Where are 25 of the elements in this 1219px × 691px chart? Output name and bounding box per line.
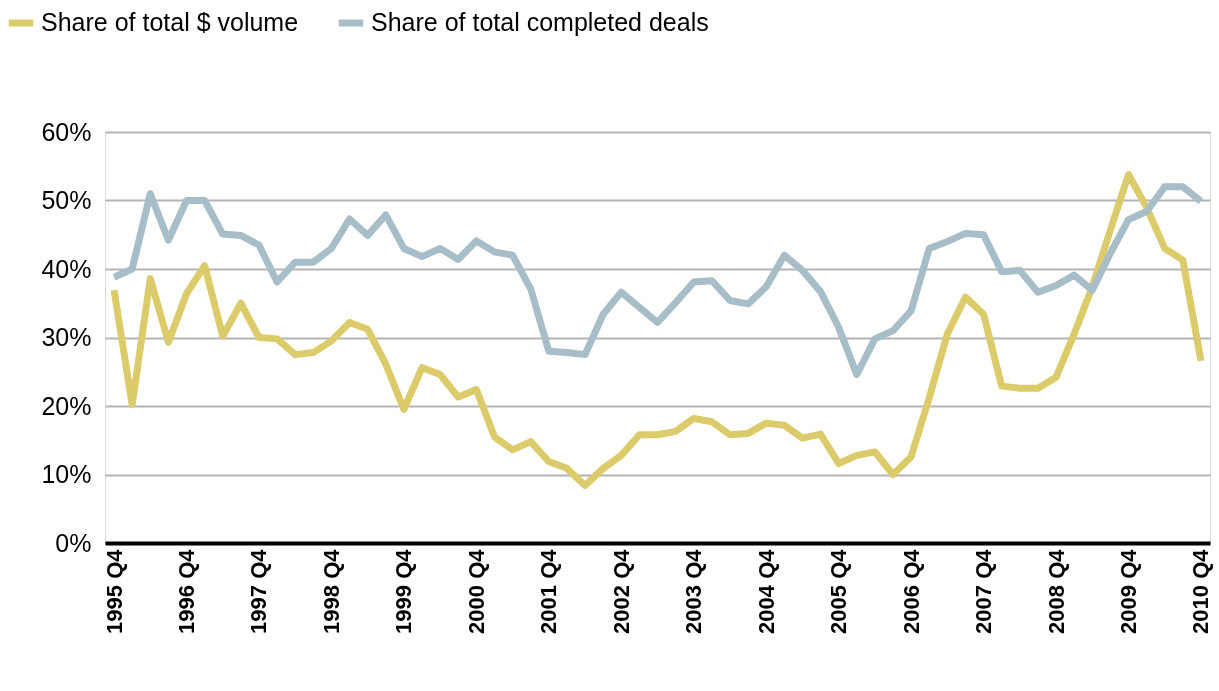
x-tick-label: 2006 Q4 [898,548,924,634]
y-tick-label: 50% [41,186,92,214]
y-tick-label: 20% [41,391,92,420]
x-tick-label: 2002 Q4 [608,548,634,634]
legend-label: Share of total completed deals [371,8,709,36]
x-tick-label: 2004 Q4 [753,548,779,634]
y-tick-label: 10% [41,460,92,488]
x-tick-label: 2008 Q4 [1043,548,1069,634]
x-tick-label: 1999 Q4 [391,548,417,634]
x-tick-label: 2005 Q4 [826,548,852,634]
y-tick-label: 40% [41,254,92,283]
x-tick-label: 1997 Q4 [246,548,272,634]
y-tick-label: 30% [41,323,92,351]
y-tick-label: 0% [55,528,92,557]
x-tick-label: 1998 Q4 [318,548,344,634]
y-tick-label: 60% [41,117,92,146]
x-tick-label: 2007 Q4 [971,548,997,634]
x-tick-label: 1996 Q4 [174,548,200,634]
x-tick-label: 2010 Q4 [1188,548,1214,634]
x-tick-label: 2009 Q4 [1115,548,1141,634]
legend-label: Share of total $ volume [41,8,299,36]
x-tick-label: 1995 Q4 [101,548,127,634]
x-tick-label: 2000 Q4 [463,548,489,634]
x-tick-label: 2003 Q4 [681,548,707,634]
x-tick-label: 2001 Q4 [536,548,562,634]
